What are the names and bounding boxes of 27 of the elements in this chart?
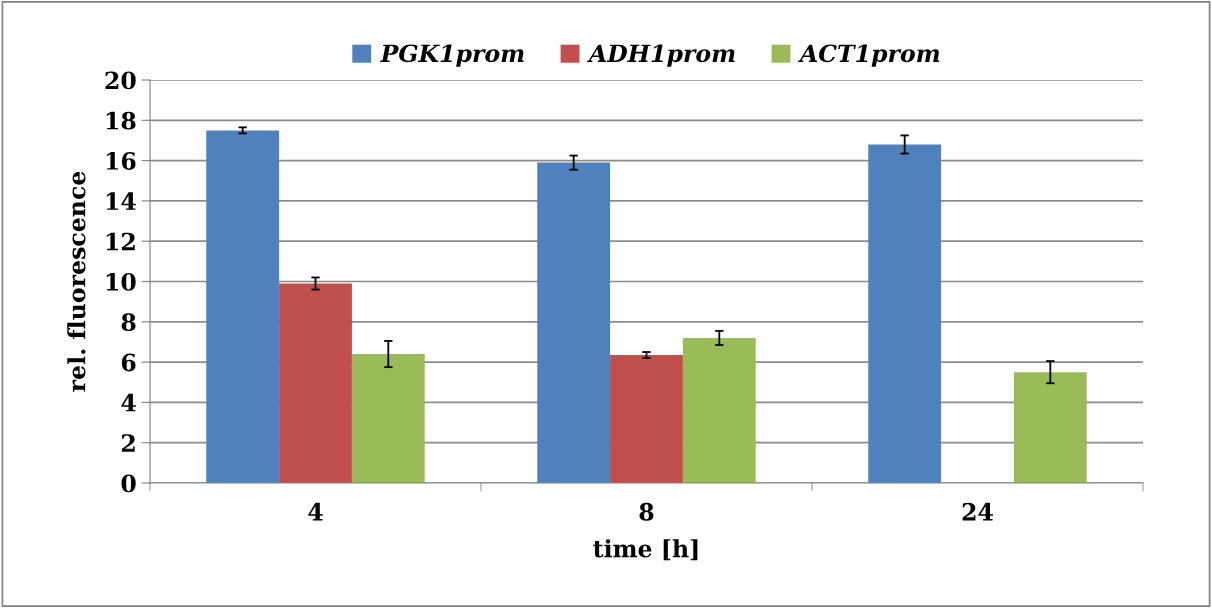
bar	[610, 355, 683, 483]
bar	[279, 283, 352, 483]
x-tick-label: 24	[962, 502, 993, 521]
y-tick-label: 0	[121, 474, 136, 493]
y-tick-label: 16	[106, 152, 136, 170]
y-tick-label: 18	[106, 111, 136, 130]
y-axis-title: rel. fluorescence	[67, 171, 86, 392]
legend-label: ADH1prom	[587, 44, 735, 67]
y-tick-label: 4	[121, 393, 136, 412]
bar	[682, 337, 756, 483]
bar	[537, 162, 611, 483]
y-tick-label: 10	[106, 272, 136, 291]
y-tick-label: 20	[105, 71, 136, 90]
x-tick-label: 8	[639, 502, 654, 521]
legend-label: PGK1prom	[380, 44, 524, 67]
y-tick-label: 2	[121, 434, 135, 452]
bar	[1013, 372, 1087, 483]
y-tick-label: 8	[121, 313, 136, 332]
bar	[868, 144, 942, 483]
bar	[206, 130, 280, 483]
x-axis-title: time [h]	[593, 539, 698, 561]
y-tick-label: 12	[106, 232, 135, 251]
bar	[351, 354, 425, 483]
x-tick-label: 4	[308, 502, 323, 521]
y-tick-label: 6	[121, 353, 136, 372]
y-tick-label: 14	[106, 192, 136, 210]
legend-label: ACT1prom	[798, 44, 940, 67]
